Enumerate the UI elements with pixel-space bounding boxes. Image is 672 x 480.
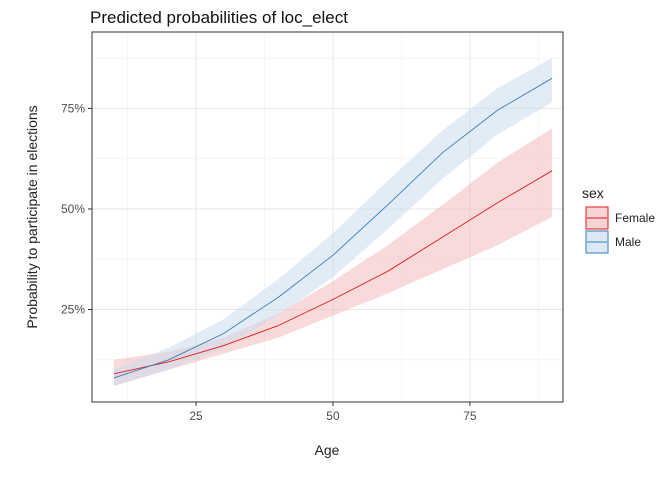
x-tick-label: 75 [463,409,477,423]
chart-title: Predicted probabilities of loc_elect [90,8,348,27]
confidence-bands [113,58,553,386]
x-tick-label: 50 [326,409,340,423]
y-tick-label: 25% [61,303,85,317]
legend-items: Female Male [585,206,655,254]
confidence-band-male [113,58,553,386]
x-tick-label: 25 [189,409,203,423]
x-axis: 25 50 75 [189,402,477,423]
x-axis-title: Age [315,442,340,458]
y-axis-title: Probability to participate in elections [24,105,40,328]
series-line-male [113,77,553,379]
plot-panel [91,31,564,403]
legend-title: sex [582,185,604,201]
legend-item-male: Male [585,230,641,254]
y-tick-label: 75% [61,101,85,115]
legend: sex Female Male [582,185,655,254]
y-axis: 25% 50% 75% [61,101,92,317]
y-tick-label: 50% [61,202,85,216]
legend-item-female: Female [585,206,655,230]
legend-label-male: Male [615,235,641,249]
panel-border [91,31,564,403]
series-line-female [113,170,553,375]
series-lines [113,77,553,379]
legend-label-female: Female [615,211,655,225]
